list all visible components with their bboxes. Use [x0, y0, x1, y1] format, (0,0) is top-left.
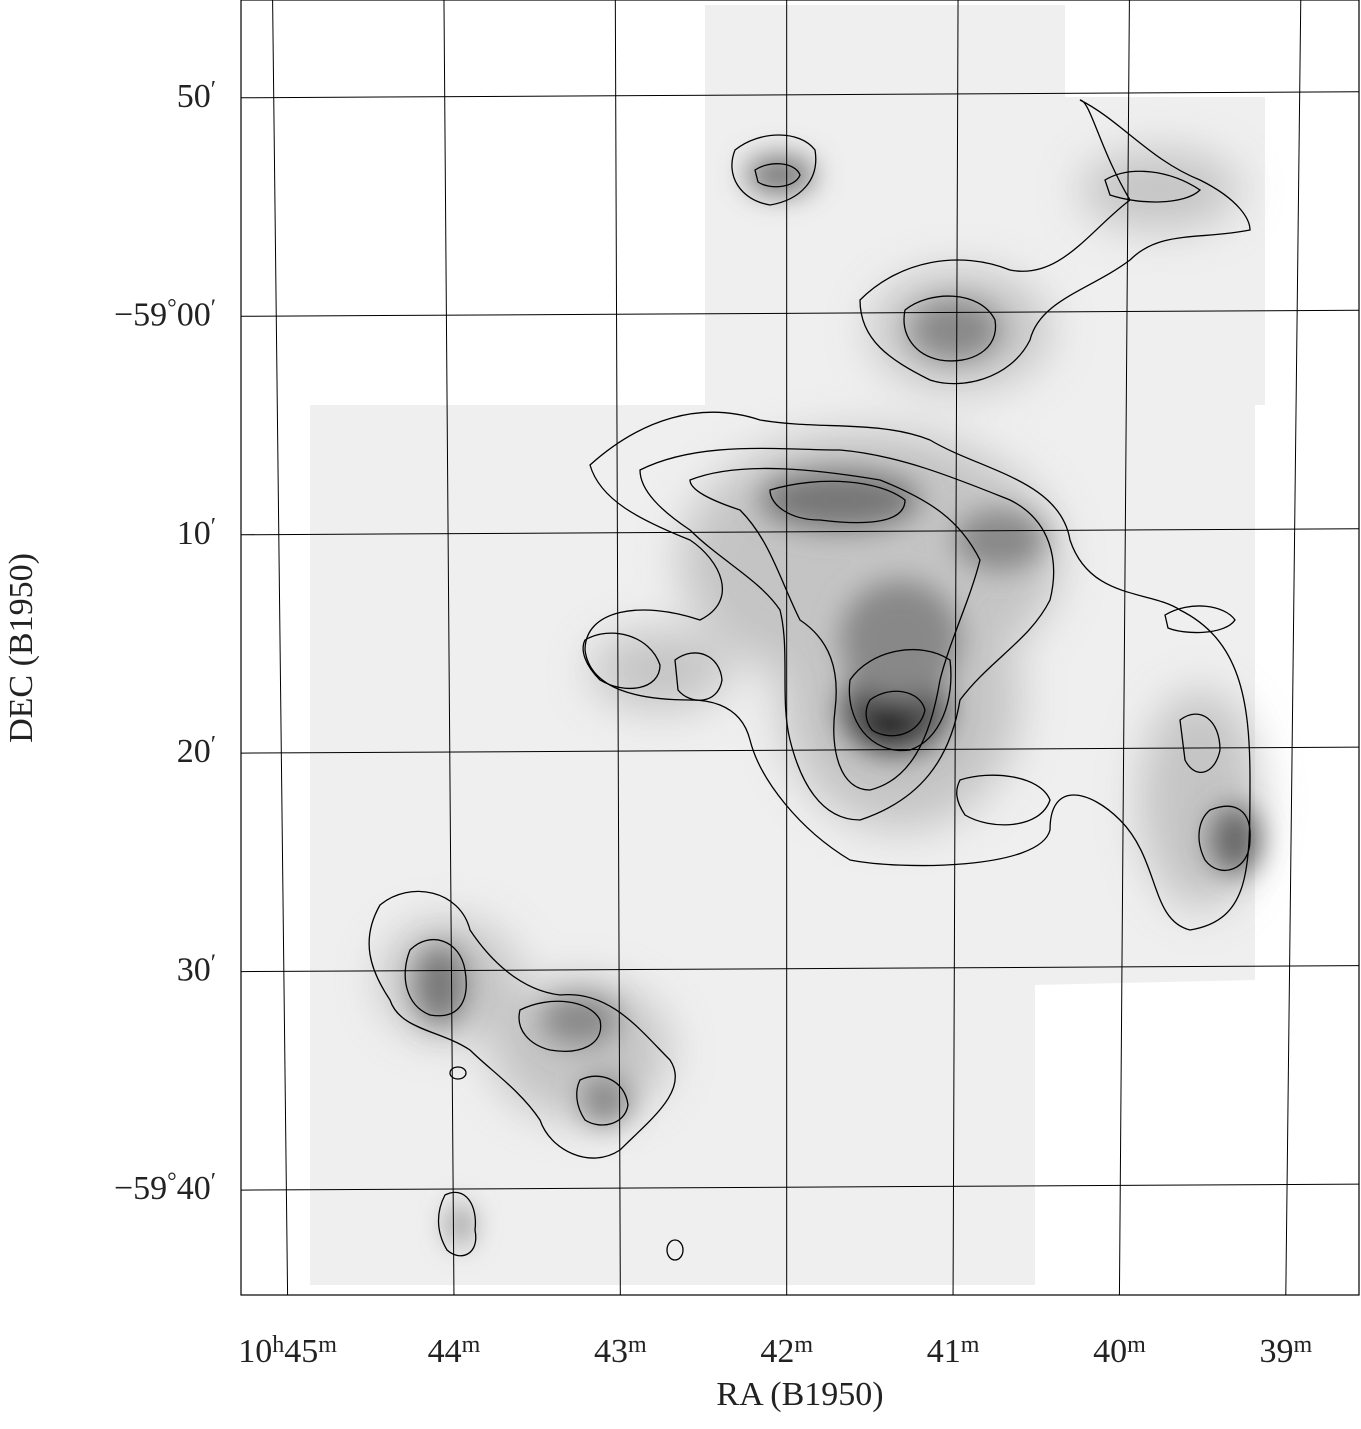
intensity-image — [310, 5, 1265, 1285]
label-part: 45 — [284, 1333, 318, 1370]
x-tick-label: 40m — [1093, 1332, 1146, 1370]
x-tick-label: 41m — [927, 1332, 980, 1370]
y-axis-label: DEC (B1950) — [3, 553, 40, 743]
y-tick-label: 20′ — [177, 733, 216, 771]
superscript: m — [1127, 1332, 1146, 1358]
x-axis-label: RA (B1950) — [716, 1376, 883, 1413]
superscript: m — [794, 1332, 813, 1358]
label-part: 10 — [238, 1333, 272, 1370]
superscript: m — [961, 1332, 980, 1358]
x-tick-label: 10h45m — [238, 1332, 337, 1370]
label-part: 40 — [1093, 1333, 1127, 1370]
superscript: ′ — [211, 77, 216, 103]
superscript: ′ — [211, 514, 216, 540]
y-tick-label: −59°40′ — [114, 1170, 216, 1208]
label-part: 39 — [1259, 1333, 1293, 1370]
label-part: 40 — [177, 1170, 211, 1207]
x-tick-label: 42m — [760, 1332, 813, 1370]
superscript: m — [1293, 1332, 1312, 1358]
y-tick-label: −59°00′ — [114, 296, 216, 334]
label-part: −59 — [114, 1170, 167, 1207]
superscript: ° — [167, 1170, 177, 1196]
superscript: m — [628, 1332, 647, 1358]
grid-line — [273, 0, 288, 1295]
superscript: m — [318, 1332, 337, 1358]
superscript: ° — [167, 296, 177, 322]
label-part: 30 — [177, 952, 211, 989]
label-part: 20 — [177, 733, 211, 770]
superscript: ′ — [211, 951, 216, 977]
x-tick-label: 43m — [594, 1332, 647, 1370]
grid-line — [1286, 0, 1301, 1295]
label-part: 41 — [927, 1333, 961, 1370]
superscript: m — [462, 1332, 481, 1358]
label-part: −59 — [114, 296, 167, 333]
x-tick-label: 39m — [1259, 1332, 1312, 1370]
label-part: 42 — [760, 1333, 794, 1370]
y-tick-label: 30′ — [177, 951, 216, 989]
y-tick-label: 10′ — [177, 514, 216, 552]
x-tick-label: 44m — [428, 1332, 481, 1370]
label-part: 44 — [428, 1333, 462, 1370]
superscript: ′ — [211, 296, 216, 322]
superscript: ′ — [211, 1170, 216, 1196]
label-part: 10 — [177, 515, 211, 552]
superscript: h — [272, 1332, 284, 1358]
label-part: 00 — [177, 296, 211, 333]
y-tick-label: 50′ — [177, 77, 216, 115]
label-part: 43 — [594, 1333, 628, 1370]
figure: RA (B1950) DEC (B1950) 10h45m44m43m42m41… — [0, 0, 1361, 1424]
label-part: 50 — [177, 78, 211, 115]
superscript: ′ — [211, 733, 216, 759]
